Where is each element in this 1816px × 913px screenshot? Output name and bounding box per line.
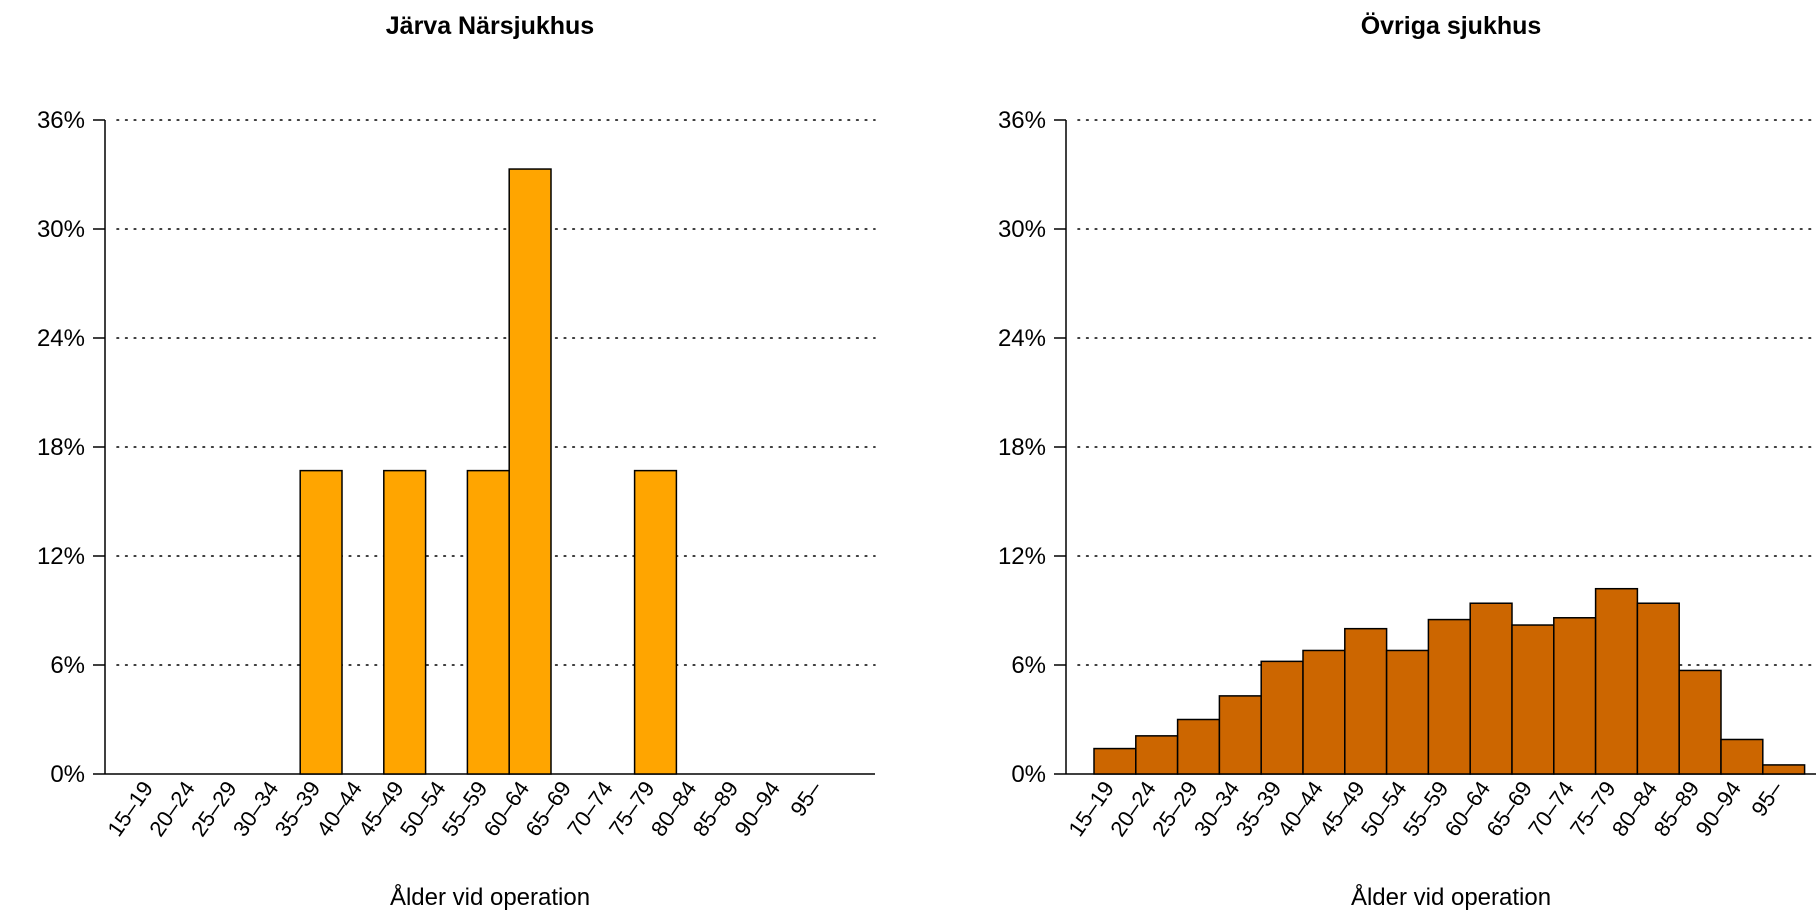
bar-55–59 [1427, 618, 1471, 775]
y-tick-label: 12% [998, 543, 1046, 570]
chart-title: Järva Närsjukhus [386, 12, 594, 40]
y-tick-label: 24% [37, 325, 85, 352]
chart-panel-left: Järva Närsjukhus0%6%12%18%24%30%36%15–19… [37, 12, 876, 911]
chart-title: Övriga sjukhus [1361, 11, 1542, 40]
bar-75–79 [1594, 587, 1639, 775]
chart-panel-right: Övriga sjukhus0%6%12%18%24%30%36%15–1920… [998, 11, 1816, 911]
y-tick-label: 30% [37, 216, 85, 243]
bar-80–84 [1636, 602, 1680, 775]
y-tick-label: 0% [50, 761, 85, 788]
x-tick-label: 95– [1746, 776, 1788, 821]
y-tick-label: 18% [37, 434, 85, 461]
y-tick-label: 18% [998, 434, 1046, 461]
y-tick-label: 24% [998, 325, 1046, 352]
x-tick-label: 90–94 [1690, 777, 1746, 841]
y-tick-label: 0% [1011, 761, 1046, 788]
x-axis-label: Ålder vid operation [1351, 883, 1551, 911]
bar-35–39 [299, 469, 343, 775]
bar-95– [1762, 764, 1806, 775]
x-axis-label: Ålder vid operation [390, 883, 590, 911]
bar-90–94 [1720, 738, 1764, 775]
bar-85–89 [1678, 669, 1722, 775]
bar-75–79 [633, 469, 678, 775]
y-tick-label: 12% [37, 543, 85, 570]
y-tick-label: 30% [998, 216, 1046, 243]
bar-30–34 [1218, 695, 1262, 775]
bar-20–24 [1135, 735, 1179, 775]
x-tick-label: 90–94 [729, 777, 785, 841]
y-tick-label: 36% [37, 107, 85, 134]
bar-65–69 [1511, 624, 1555, 775]
x-tick-label: 95– [785, 776, 827, 821]
bar-60–64 [508, 168, 552, 775]
y-tick-label: 36% [998, 107, 1046, 134]
bar-50–54 [1385, 649, 1430, 775]
bar-70–74 [1553, 617, 1597, 775]
bar-45–49 [383, 469, 427, 775]
bar-35–39 [1260, 660, 1304, 775]
bar-40–44 [1302, 649, 1346, 775]
bar-15–19 [1093, 747, 1137, 775]
bar-55–59 [466, 469, 510, 775]
y-tick-label: 6% [1011, 652, 1046, 679]
y-tick-label: 6% [50, 652, 85, 679]
bar-25–29 [1176, 718, 1221, 775]
bar-60–64 [1469, 602, 1513, 775]
bar-45–49 [1344, 627, 1388, 775]
